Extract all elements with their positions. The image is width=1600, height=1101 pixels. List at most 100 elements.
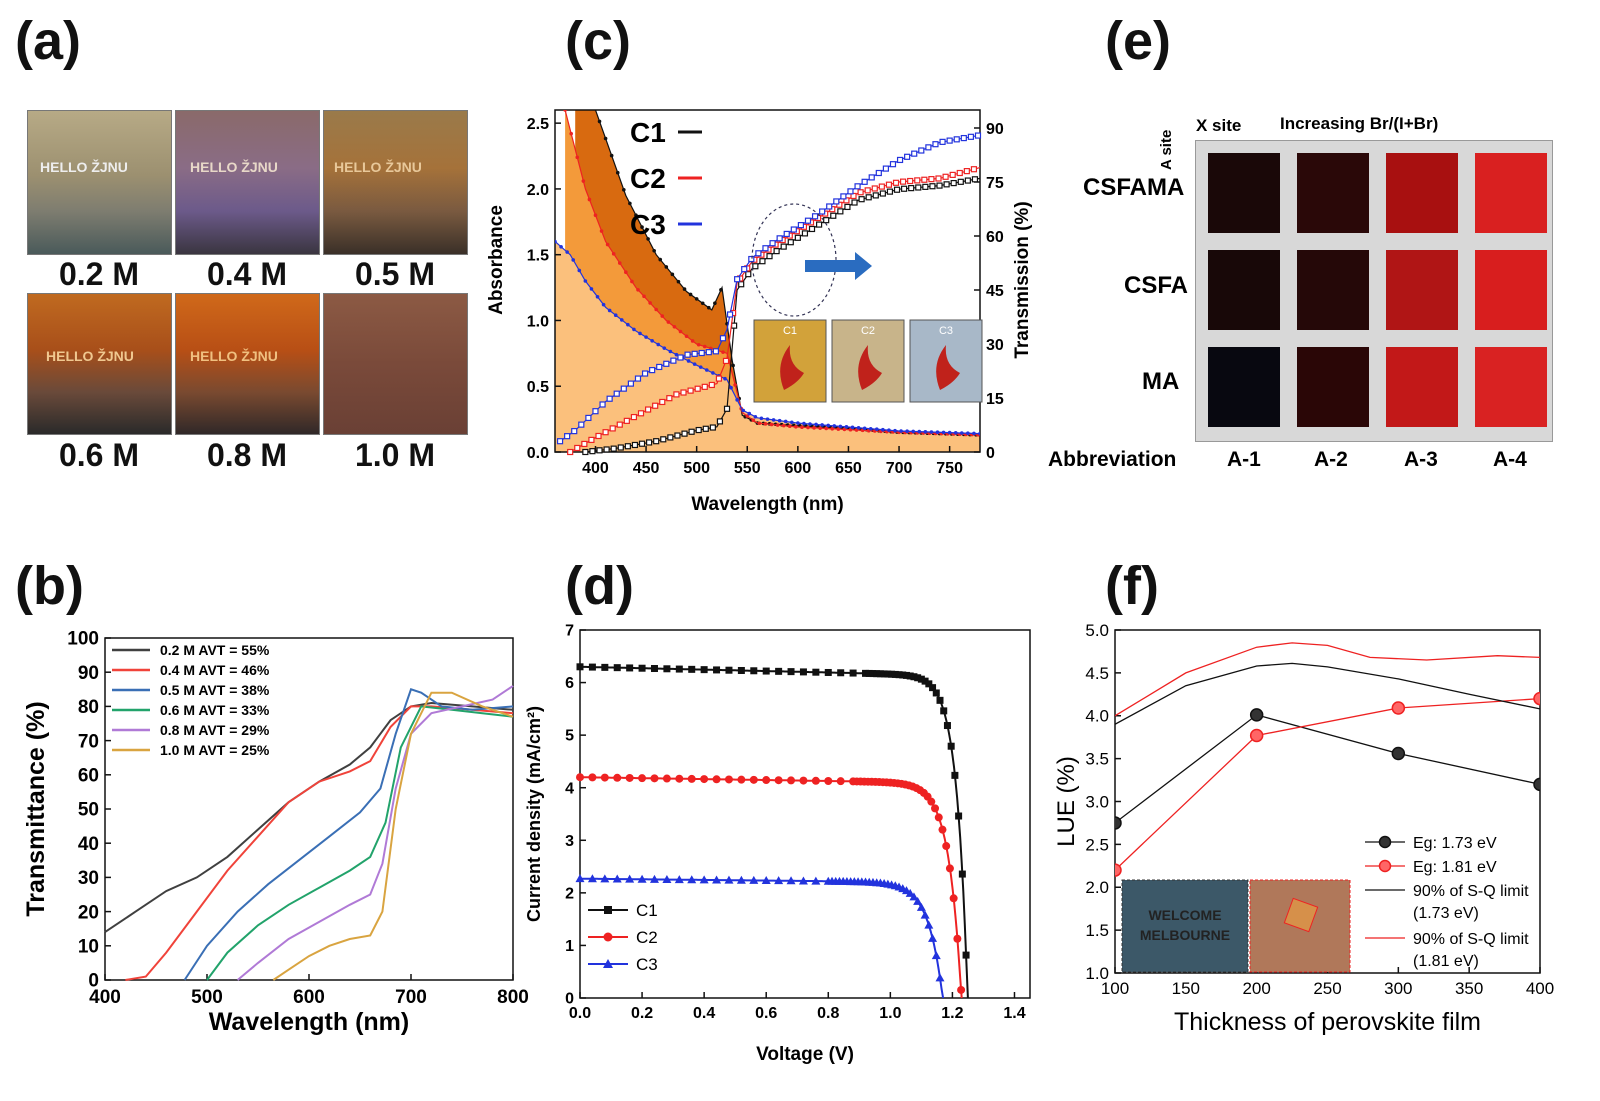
- transmission-point-C1: [653, 438, 660, 445]
- transmission-point-C3: [571, 428, 578, 435]
- transmission-point-C3: [649, 367, 656, 374]
- jv-point-C1: [775, 667, 783, 675]
- legend-label: 0.4 M AVT = 46%: [160, 662, 270, 678]
- transmission-point-C3: [918, 147, 925, 154]
- jv-point-C2: [942, 842, 951, 851]
- jv-point-C2: [675, 774, 684, 783]
- absorbance-point-C3: [674, 352, 679, 357]
- series-line-0.6: [206, 705, 514, 981]
- photo-0.8M: HELLO ŽJNU: [175, 293, 320, 435]
- jv-point-C1: [787, 668, 795, 676]
- transmission-point-C3: [904, 153, 911, 160]
- y-tick-label: 3: [565, 833, 574, 850]
- absorbance-line-C2: [564, 110, 980, 436]
- jv-point-C1: [762, 667, 770, 675]
- series-line-1.0: [272, 691, 514, 981]
- transmission-point-C2: [949, 171, 956, 178]
- jv-point-C3: [724, 875, 734, 884]
- transmission-point-C1: [688, 428, 695, 435]
- transmission-point-C2: [701, 383, 708, 390]
- jv-point-C3: [798, 876, 808, 885]
- x-tick-label: 200: [1242, 979, 1270, 998]
- jv-point-C3: [761, 876, 771, 885]
- transmission-point-C1: [660, 436, 667, 443]
- conc-label-0.2M: 0.2 M: [58, 256, 140, 292]
- jv-point-C1: [895, 671, 903, 679]
- transmission-point-C1: [624, 443, 631, 450]
- absorbance-point-C2: [696, 342, 701, 347]
- absorbance-point-C1: [652, 248, 656, 253]
- absorbance-point-C3: [838, 424, 843, 429]
- transmission-point-C1: [759, 258, 766, 265]
- inset-label: C2: [861, 325, 875, 337]
- transmission-point-C1: [879, 190, 886, 197]
- absorbance-point-C2: [672, 324, 677, 329]
- chart-c: 400 450 500 550 600 650 700 7500.00.51.01.52.02…: [486, 109, 1033, 515]
- y2-tick-label: 45: [986, 283, 1004, 300]
- absorbance-point-C3: [771, 418, 776, 422]
- legend-label: C2: [630, 163, 666, 194]
- jv-point-C2: [945, 864, 954, 873]
- jv-point-C2: [934, 813, 943, 822]
- absorbance-point-C2: [593, 213, 598, 218]
- jv-point-C3: [712, 875, 722, 884]
- y2-axis-label: Transmission (%): [1012, 201, 1033, 358]
- jv-point-C1: [955, 812, 963, 820]
- transmission-point-C3: [634, 375, 642, 382]
- transmission-point-C2: [644, 406, 652, 413]
- x-tick-label: 600: [785, 460, 812, 477]
- transmission-point-C1: [936, 182, 943, 189]
- increasing-label: Increasing Br/(I+Br): [1280, 114, 1439, 133]
- jv-point-C2: [700, 775, 709, 784]
- photo-0.5M: HELLO ŽJNU: [323, 110, 468, 255]
- absorbance-point-C2: [648, 301, 652, 305]
- x-axis-label: Wavelength (nm): [209, 1008, 409, 1036]
- transmission-point-C2: [637, 410, 645, 417]
- chart-b: 400 500 600 700 800 0 10 20 30 40 50 60 70 80 90 100 0.2…: [22, 629, 529, 1036]
- abbreviation-label: Abbreviation: [1048, 448, 1177, 471]
- y-tick-label: 1.0: [1085, 964, 1109, 983]
- transmission-point-C3: [684, 351, 691, 358]
- absorbance-point-C2: [800, 425, 804, 430]
- jv-point-C1: [929, 684, 937, 692]
- jv-point-C1: [588, 663, 596, 671]
- transmission-point-C3: [762, 245, 769, 252]
- jv-point-C1: [932, 689, 940, 697]
- absorbance-point-C1: [597, 119, 602, 124]
- series-line-0.5: [183, 688, 514, 981]
- jv-point-C1: [626, 664, 634, 672]
- jv-point-C2: [787, 776, 796, 785]
- legend-marker: [603, 932, 613, 942]
- y-tick-label: 1.5: [1085, 921, 1109, 940]
- jv-point-C1: [725, 666, 733, 674]
- absorbance-point-C1: [603, 136, 608, 141]
- y-tick-label: 6: [565, 675, 574, 692]
- jv-point-C2: [957, 985, 966, 994]
- absorbance-point-C2: [636, 287, 640, 292]
- photo-text: HELLO ŽJNU: [334, 159, 422, 175]
- transmission-point-C1: [971, 176, 979, 183]
- transmission-point-C3: [613, 390, 620, 397]
- y-tick-label: 20: [78, 902, 99, 923]
- absorbance-point-C3: [607, 308, 612, 313]
- jv-point-C2: [576, 773, 584, 782]
- jv-point-C2: [836, 777, 845, 786]
- legend-label: 90% of S-Q limit: [1413, 931, 1529, 948]
- absorbance-point-C3: [862, 426, 867, 431]
- jv-point-C2: [737, 775, 746, 784]
- transmission-point-C1: [808, 225, 816, 233]
- transmission-point-C2: [616, 421, 623, 428]
- transmission-point-C3: [889, 161, 897, 168]
- y-tick-label: 100: [67, 629, 99, 650]
- absorbance-point-C3: [935, 430, 940, 435]
- absorbance-point-C3: [619, 318, 624, 322]
- jv-point-C3: [916, 902, 926, 911]
- jv-point-C2: [625, 773, 634, 782]
- legend-label: 0.5 M AVT = 38%: [160, 682, 270, 698]
- y-tick-label: 2.5: [1085, 835, 1109, 854]
- transmission-point-C1: [596, 447, 603, 454]
- conc-label-0.8M: 0.8 M: [206, 437, 288, 473]
- transmission-point-C1: [893, 186, 901, 193]
- transmission-point-C2: [652, 402, 659, 409]
- transmission-point-C1: [709, 424, 716, 431]
